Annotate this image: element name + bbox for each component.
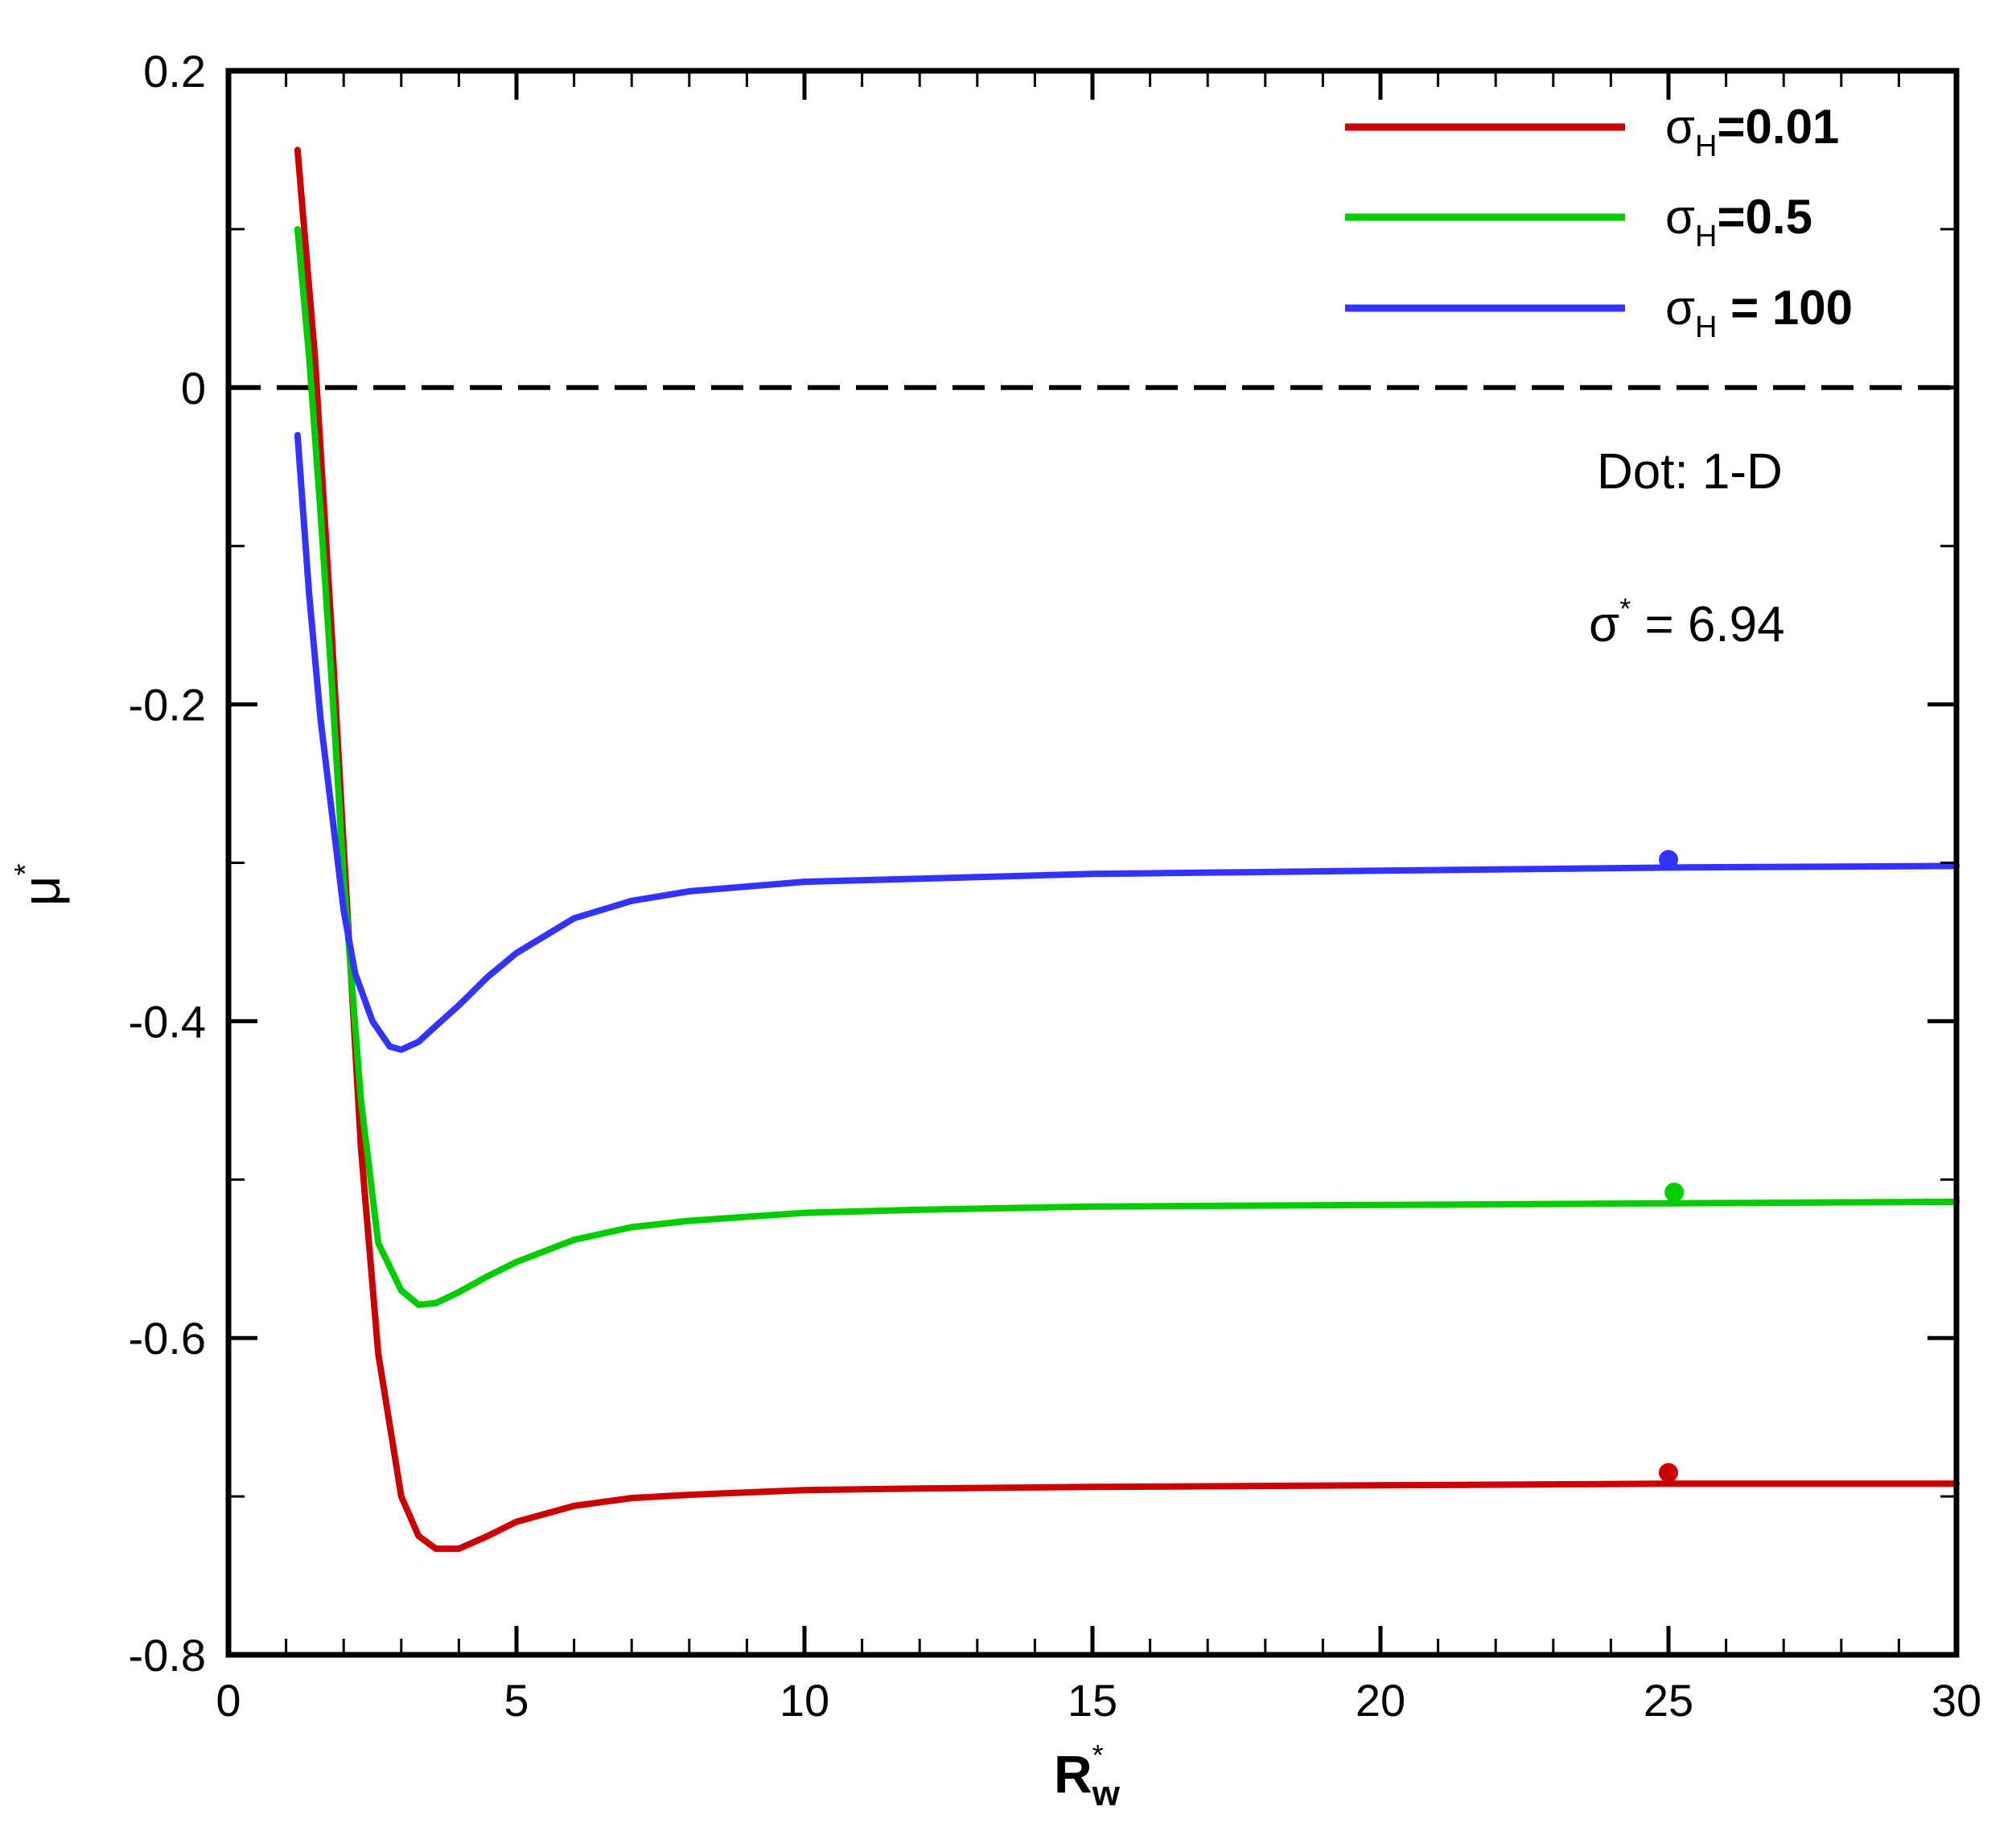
x-tick-label: 5 bbox=[504, 1675, 529, 1726]
x-axis-title-subscript: w bbox=[1092, 1774, 1121, 1813]
series-dot-1 bbox=[1664, 1183, 1685, 1203]
frame-layer bbox=[225, 68, 1960, 1658]
plot-frame bbox=[225, 68, 1960, 1658]
x-tick-label: 25 bbox=[1644, 1675, 1693, 1726]
y-axis-title: μ* bbox=[9, 863, 71, 906]
y-tick-label: -0.4 bbox=[129, 996, 207, 1047]
y-tick-label: -0.2 bbox=[129, 680, 207, 730]
y-tick-label: -0.6 bbox=[129, 1313, 207, 1364]
x-axis-title-main: R bbox=[1054, 1744, 1092, 1804]
notes-layer: Dot: 1-D σ* = 6.94 bbox=[1589, 444, 1785, 652]
series-line-0 bbox=[294, 146, 1960, 1553]
sigma-note-symbol: σ bbox=[1589, 597, 1619, 652]
series-line-1 bbox=[294, 225, 1960, 1308]
legend-value: =0.5 bbox=[1717, 190, 1812, 244]
legend-label-0: σH=0.01 bbox=[1665, 100, 1839, 163]
series-line-2 bbox=[294, 431, 1960, 1053]
y-tick-label: 0 bbox=[181, 363, 206, 414]
legend-label-2: σH = 100 bbox=[1665, 281, 1853, 344]
legend-value: =0.01 bbox=[1717, 100, 1839, 154]
y-axis-title-main: μ bbox=[11, 875, 71, 906]
legend-sigma: σ bbox=[1665, 100, 1695, 154]
sigma-note-value: = 6.94 bbox=[1631, 597, 1784, 652]
y-axis-title-group: μ* bbox=[9, 863, 71, 906]
y-axis-title-superscript: * bbox=[9, 863, 43, 875]
x-tick-label: 0 bbox=[216, 1675, 241, 1726]
legend-sigma: σ bbox=[1665, 190, 1695, 244]
legend-value: = 100 bbox=[1717, 281, 1853, 335]
legend-subscript: H bbox=[1695, 311, 1717, 344]
legend-subscript: H bbox=[1695, 220, 1717, 253]
x-tick-label: 15 bbox=[1068, 1675, 1117, 1726]
dot-note: Dot: 1-D bbox=[1597, 444, 1783, 500]
y-tick-label: -0.8 bbox=[129, 1630, 207, 1681]
legend-subscript: H bbox=[1695, 130, 1717, 163]
series-layer bbox=[294, 146, 1960, 1553]
x-axis-title-superscript: * bbox=[1092, 1738, 1104, 1771]
ticks-layer: 0 5 10 15 20 25 30 0.2 0 -0.2 -0.4 -0.6 -0.8 bbox=[129, 46, 1982, 1726]
legend-label-1: σH=0.5 bbox=[1665, 190, 1812, 253]
x-axis-title: R* w bbox=[1054, 1738, 1121, 1813]
x-tick-label: 20 bbox=[1356, 1675, 1405, 1726]
x-tick-label: 30 bbox=[1932, 1675, 1981, 1726]
series-dot-0 bbox=[1659, 1463, 1678, 1483]
sigma-note-superscript: * bbox=[1619, 592, 1631, 625]
y-tick-label: 0.2 bbox=[143, 46, 206, 97]
x-tick-label: 10 bbox=[780, 1675, 829, 1726]
legend-sigma: σ bbox=[1665, 281, 1695, 335]
sigma-note: σ* = 6.94 bbox=[1589, 592, 1785, 652]
series-dot-2 bbox=[1659, 850, 1678, 870]
axis-titles-layer: R* w μ* bbox=[9, 863, 1121, 1813]
